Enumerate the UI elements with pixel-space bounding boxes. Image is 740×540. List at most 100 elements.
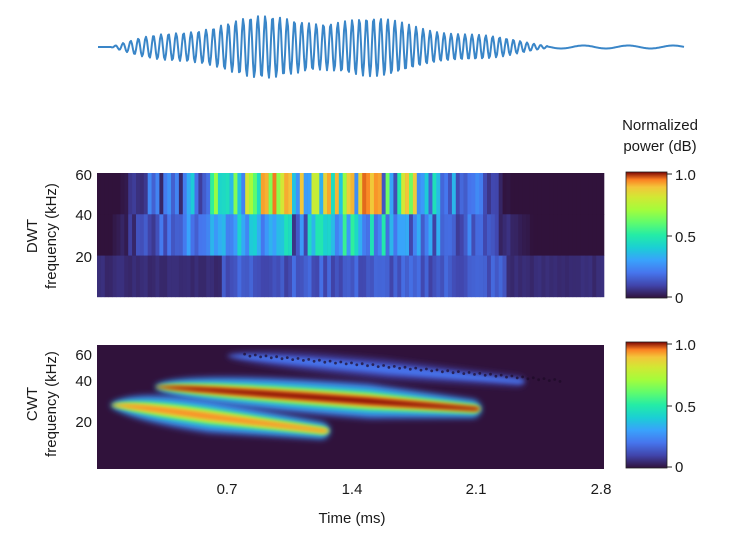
dwt-cell [272,255,277,298]
dwt-cell [237,255,242,298]
dwt-cell [420,173,425,215]
dwt-cell [112,214,117,256]
dwt-cell [311,214,316,256]
colorbar-title-line2: power (dB) [623,138,696,155]
cwt-ridge-fundamental [110,404,329,432]
dwt-cell [342,255,347,298]
dwt-cell [397,255,402,298]
dwt-cell [510,173,515,215]
dwt-cell [385,173,390,215]
dwt-cell [549,255,554,298]
colorbar-cwt-tick-mid: 0.5 [675,399,696,416]
dwt-cell [303,255,308,298]
cwt-interference-dot [414,366,418,370]
dwt-cell [229,255,234,298]
dwt-cell [327,255,332,298]
dwt-cell [455,255,460,298]
cwt-ylabel-units: frequency (kHz) [43,351,60,457]
dwt-cell [217,255,223,298]
dwt-cell [448,214,453,256]
dwt-cell [572,255,577,298]
dwt-cell [112,255,117,298]
dwt-cell [167,214,172,256]
dwt-cell [233,214,238,256]
cwt-interference-dot [248,354,252,358]
dwt-cell [541,255,546,298]
dwt-cell [350,255,355,298]
dwt-cell [405,214,410,256]
dwt-cell [596,255,601,298]
dwt-cell [292,173,297,215]
dwt-ylabel-units: frequency (kHz) [43,183,60,289]
dwt-cell [241,173,246,215]
dwt-cell [167,173,172,215]
dwt-cell [565,214,570,256]
cwt-interference-dot [483,373,487,377]
dwt-cell [412,255,418,298]
dwt-cell [284,214,289,256]
dwt-cell [225,255,230,298]
dwt-cell [490,173,496,215]
dwt-cell [284,255,289,298]
dwt-cell [280,214,285,256]
dwt-cell [377,173,382,215]
dwt-cell [401,255,406,298]
dwt-cell [370,255,375,298]
dwt-cell [229,214,234,256]
dwt-cell [362,255,367,298]
dwt-cell [455,173,460,215]
x-axis-label: Time (ms) [319,510,386,527]
dwt-cell [600,214,605,256]
cwt-interference-dot [275,355,278,359]
dwt-cell [451,214,457,256]
dwt-cell [354,214,359,256]
dwt-cell [194,214,199,256]
dwt-cell [444,214,449,256]
dwt-cell [331,255,336,298]
cwt-heatmap [97,345,604,469]
dwt-cell [245,214,250,256]
cwt-interference-dot [318,358,321,362]
dwt-cell [389,255,394,298]
cwt-interference-dot [355,363,359,367]
dwt-cell [553,255,558,298]
cwt-interference-dot [489,372,492,376]
cwt-interference-dot [478,372,482,375]
dwt-y-ticks: 60 40 20 [75,167,92,266]
dwt-cell [381,255,386,298]
dwt-cell [405,255,410,298]
dwt-cell [136,173,141,215]
cwt-interference-dot [553,378,557,381]
dwt-cell [225,214,230,256]
dwt-cell [284,173,289,215]
cwt-interference-dot [462,372,466,375]
dwt-cell [498,214,503,256]
dwt-cell [237,214,242,256]
dwt-cell [124,173,129,215]
dwt-cell [549,214,554,256]
cwt-interference-dot [334,361,337,365]
dwt-cell [268,173,273,215]
colorbar-dwt-gradient [625,171,668,299]
dwt-cell [100,255,106,298]
dwt-cell [256,173,262,215]
dwt-cell [494,255,499,298]
dwt-cell [311,173,316,215]
dwt-cell [459,255,464,298]
dwt-cell [428,255,433,298]
dwt-cell [576,214,581,256]
dwt-cell [229,173,234,215]
cwt-interference-dot [537,378,540,382]
dwt-cell [600,173,605,215]
dwt-cell [432,173,437,215]
dwt-cell [346,255,351,298]
dwt-ytick-60: 60 [75,167,92,184]
dwt-cell [178,173,184,215]
dwt-cell [568,214,574,256]
dwt-cell [186,173,191,215]
cwt-interference-dot [547,379,551,382]
dwt-cell [249,255,254,298]
cwt-interference-dot [542,377,546,380]
dwt-cell [299,255,304,298]
dwt-cell [280,173,285,215]
